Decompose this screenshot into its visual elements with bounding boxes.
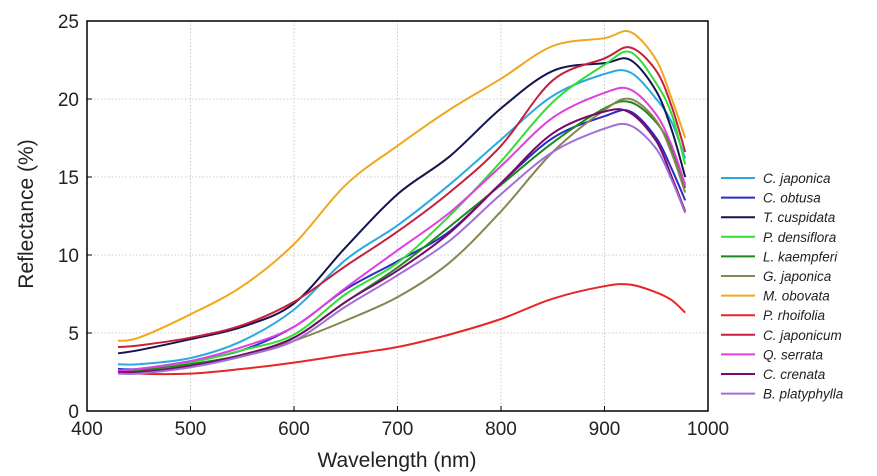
x-tick-label: 600 bbox=[278, 419, 310, 440]
x-tick-label: 1000 bbox=[687, 419, 729, 440]
y-tick-label: 25 bbox=[58, 12, 79, 33]
legend-label: G. japonica bbox=[763, 269, 832, 284]
series-line-11 bbox=[117, 122, 687, 376]
x-tick-label: 700 bbox=[382, 419, 414, 440]
legend-label: P. rhoifolia bbox=[763, 308, 826, 323]
y-tick-label: 20 bbox=[58, 90, 79, 111]
y-tick-label: 5 bbox=[68, 324, 79, 345]
legend-label: C. obtusa bbox=[763, 191, 821, 206]
series-lines bbox=[117, 30, 687, 376]
x-tick-label: 400 bbox=[71, 419, 103, 440]
y-tick-label: 0 bbox=[68, 402, 79, 423]
series-line-2 bbox=[117, 57, 687, 355]
series-line-8 bbox=[117, 46, 687, 348]
axis-ticks: 400 500 600 700 800 900 1000 0 5 10 15 20 25 bbox=[58, 12, 729, 440]
series-line-3 bbox=[117, 50, 687, 372]
series-line-5 bbox=[117, 97, 687, 375]
legend-label: T. cuspidata bbox=[763, 210, 836, 225]
legend-label: B. platyphylla bbox=[763, 387, 844, 402]
legend-label: Q. serrata bbox=[763, 347, 824, 362]
series-line-7 bbox=[117, 283, 686, 376]
grid-lines bbox=[87, 21, 708, 411]
series-line-10 bbox=[117, 108, 687, 374]
series-line-1 bbox=[117, 109, 687, 371]
x-tick-label: 500 bbox=[175, 419, 207, 440]
y-tick-label: 10 bbox=[58, 246, 79, 267]
x-tick-label: 900 bbox=[589, 419, 621, 440]
series-line-6 bbox=[117, 30, 687, 342]
x-axis-label: Wavelength (nm) bbox=[317, 449, 476, 472]
x-tick-label: 800 bbox=[485, 419, 517, 440]
legend-label: P. densiflora bbox=[763, 230, 837, 245]
y-axis-label: Reflectance (%) bbox=[15, 139, 38, 288]
legend-label: M. obovata bbox=[763, 289, 830, 304]
legend: C. japonica C. obtusa T. cuspidata P. densi… bbox=[721, 171, 844, 402]
y-tick-label: 15 bbox=[58, 168, 79, 189]
series-line-4 bbox=[117, 100, 687, 372]
series-line-9 bbox=[117, 86, 687, 372]
legend-label: C. japonica bbox=[763, 171, 831, 186]
series-line-0 bbox=[117, 69, 687, 366]
legend-label: C. japonicum bbox=[763, 328, 842, 343]
plot-frame bbox=[86, 20, 709, 412]
legend-label: C. crenata bbox=[763, 367, 826, 382]
legend-label: L. kaempferi bbox=[763, 249, 838, 264]
